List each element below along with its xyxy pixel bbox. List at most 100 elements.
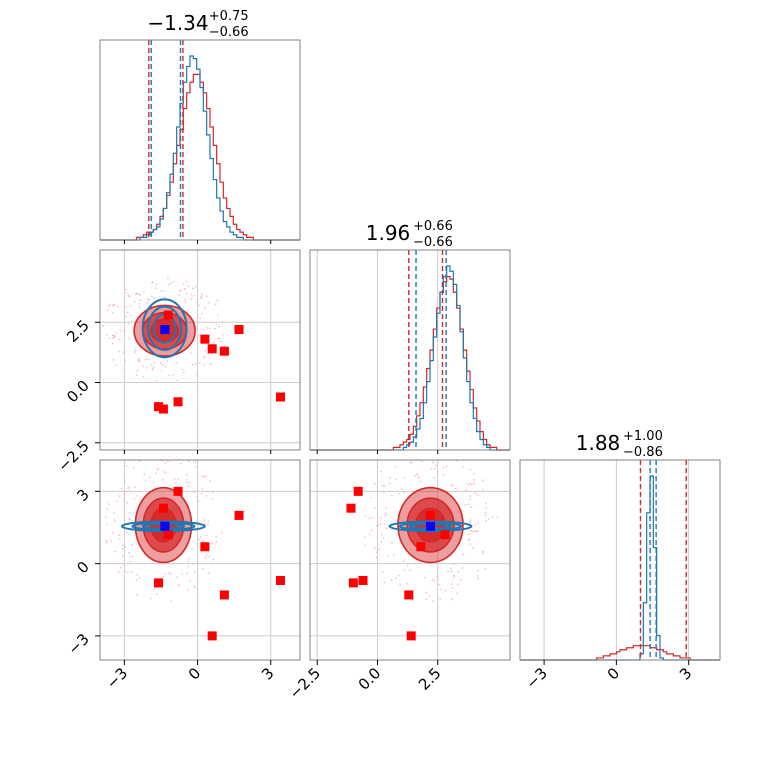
sample-point (398, 574, 400, 577)
sample-point (210, 542, 213, 545)
truth-marker (158, 503, 168, 513)
sample-point (221, 321, 224, 323)
sample-point (436, 575, 439, 577)
sample-point (178, 294, 180, 296)
sample-point (437, 458, 439, 460)
sample-point (438, 456, 440, 458)
sample-point (451, 598, 453, 601)
sample-point (468, 533, 471, 535)
sample-point (455, 487, 457, 490)
sample-point (212, 563, 214, 565)
sample-point (126, 501, 129, 504)
sample-point (193, 584, 196, 587)
sample-point (122, 555, 124, 558)
sample-point (469, 482, 471, 485)
sample-point (118, 338, 121, 341)
x-tick-label: −3 (523, 664, 551, 692)
sample-point (105, 516, 107, 518)
sample-point (389, 477, 391, 479)
sample-point (205, 475, 207, 478)
sample-point (188, 481, 191, 484)
sample-point (469, 529, 472, 532)
sample-point (414, 456, 416, 458)
sample-point (163, 290, 165, 292)
sample-point (209, 480, 212, 482)
sample-point (123, 368, 126, 371)
sample-point (190, 293, 193, 296)
sample-point (128, 337, 130, 340)
title-plus: +1.00 (623, 429, 663, 444)
sample-point (171, 451, 173, 453)
sample-point (173, 478, 176, 481)
sample-point (196, 496, 198, 498)
sample-point (203, 356, 205, 359)
title-plus: +0.66 (413, 219, 453, 234)
panel-title-2: 1.88 (576, 431, 621, 455)
sample-point (215, 536, 217, 538)
sample-point (471, 530, 474, 533)
sample-point (108, 337, 111, 340)
sample-point (204, 557, 206, 559)
x-tick-label: 0.0 (355, 664, 385, 694)
sample-point (202, 567, 204, 570)
truth-marker (275, 392, 285, 402)
sample-point (133, 466, 135, 469)
sample-point (425, 598, 427, 601)
sample-point (176, 576, 178, 578)
sample-point (131, 555, 134, 558)
sample-point (383, 485, 386, 488)
sample-point (185, 479, 188, 481)
sample-point (205, 495, 208, 497)
sample-point (167, 460, 169, 463)
sample-point (468, 538, 471, 540)
sample-point (172, 373, 175, 376)
sample-point (431, 461, 434, 464)
sample-point (451, 587, 454, 589)
sample-point (170, 600, 172, 603)
sample-point (127, 323, 130, 326)
sample-point (196, 360, 199, 363)
sample-point (145, 358, 147, 361)
sample-point (381, 571, 384, 574)
sample-point (160, 290, 162, 292)
sample-point (111, 311, 114, 314)
sample-point (404, 569, 406, 572)
sample-point (188, 456, 190, 458)
sample-point (378, 548, 380, 551)
sample-point (161, 363, 164, 366)
sample-point (196, 298, 199, 300)
truth-marker (163, 530, 173, 540)
sample-point (199, 536, 202, 538)
sample-point (187, 485, 190, 487)
sample-point (188, 460, 190, 463)
sample-point (442, 474, 445, 476)
sample-point (406, 583, 408, 585)
sample-point (364, 536, 366, 538)
sample-point (117, 305, 119, 308)
sample-point (151, 282, 153, 284)
sample-point (115, 331, 118, 334)
sample-point (194, 461, 197, 464)
sample-point (126, 311, 129, 314)
sample-point (130, 570, 133, 573)
panel-background (310, 250, 510, 450)
blue-contour-level-1 (147, 305, 183, 352)
sample-point (474, 492, 477, 495)
sample-point (148, 476, 151, 478)
sample-point (438, 583, 441, 586)
sample-point (215, 541, 218, 543)
y-tick-label: 0 (73, 558, 92, 577)
panel-frame (99, 249, 301, 451)
sample-point (136, 369, 139, 372)
truth-marker (219, 346, 229, 356)
sample-point (419, 480, 422, 483)
sample-point (160, 370, 163, 373)
sample-point (450, 570, 453, 573)
sample-point (380, 523, 382, 525)
sample-point (191, 548, 193, 550)
truth-marker (158, 404, 168, 414)
sample-point (136, 494, 138, 497)
sample-point (105, 541, 108, 544)
sample-point (380, 470, 382, 473)
sample-point (433, 580, 436, 583)
